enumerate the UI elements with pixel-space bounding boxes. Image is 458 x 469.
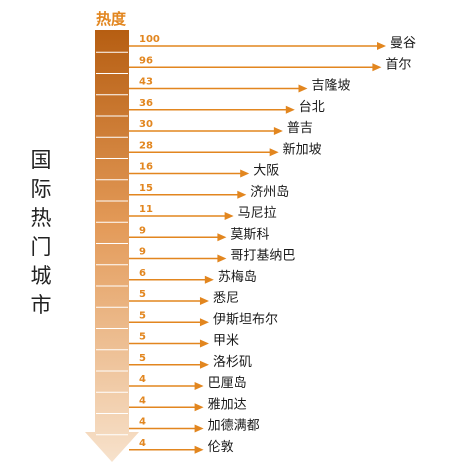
data-value-label: 30 <box>139 119 153 130</box>
data-value-label: 11 <box>139 204 153 215</box>
bar-arrowhead <box>377 42 386 50</box>
bar-arrowhead <box>199 339 209 348</box>
data-value-label: 36 <box>139 98 153 109</box>
category-label: 台北 <box>299 100 325 115</box>
bar-arrowhead <box>194 424 204 433</box>
side-title-char: 门 <box>30 235 52 259</box>
side-title-char: 市 <box>30 293 52 317</box>
category-label: 甲米 <box>213 334 239 349</box>
data-value-label: 96 <box>139 55 153 66</box>
heat-scale-arrow <box>85 30 139 462</box>
category-label: 曼谷 <box>390 36 416 51</box>
category-label: 普吉 <box>287 121 313 136</box>
data-value-label: 9 <box>139 247 146 258</box>
side-title-char: 城 <box>30 264 52 288</box>
category-label: 首尔 <box>385 57 411 72</box>
data-value-label: 43 <box>139 77 153 88</box>
bar-arrowhead <box>194 382 204 390</box>
data-value-label: 4 <box>139 395 146 406</box>
bar-arrowhead <box>240 169 250 178</box>
data-value-label: 100 <box>139 34 160 45</box>
bar-arrowhead <box>199 318 209 327</box>
data-value-label: 4 <box>139 417 146 428</box>
data-value-label: 4 <box>139 374 146 385</box>
data-value-label: 5 <box>139 289 146 300</box>
category-label: 洛杉矶 <box>213 355 252 370</box>
data-value-label: 5 <box>139 332 146 343</box>
bar-arrowhead <box>199 360 209 369</box>
side-title-char: 国 <box>30 148 52 172</box>
bar-arrowhead <box>285 105 295 114</box>
data-value-label: 6 <box>139 268 146 279</box>
chart-title: 热度 <box>96 10 127 28</box>
data-value-label: 5 <box>139 353 146 364</box>
bar-arrowhead <box>204 275 214 284</box>
category-label: 苏梅岛 <box>218 269 257 285</box>
category-label: 悉尼 <box>213 291 239 306</box>
category-label: 新加坡 <box>283 141 322 157</box>
category-label: 巴厘岛 <box>208 375 247 391</box>
bar-arrowhead <box>194 403 204 412</box>
category-label: 伦敦 <box>208 439 234 455</box>
side-title-char: 热 <box>30 206 52 230</box>
bar-arrowhead <box>273 127 283 135</box>
category-label: 马尼拉 <box>238 206 277 221</box>
data-value-label: 9 <box>139 225 146 236</box>
bar-arrowhead <box>199 297 209 305</box>
data-value-label: 4 <box>139 438 146 449</box>
category-label: 莫斯科 <box>230 227 269 242</box>
data-value-label: 16 <box>139 162 153 173</box>
category-label: 济州岛 <box>250 184 289 200</box>
bar-arrowhead <box>217 233 227 242</box>
bar-arrowhead <box>224 212 234 220</box>
data-value-label: 28 <box>139 140 153 151</box>
bar-arrowhead <box>194 445 204 454</box>
category-label: 吉隆坡 <box>312 79 351 94</box>
category-label: 加德满都 <box>208 419 260 434</box>
bar-arrowhead <box>298 84 308 93</box>
bar-arrowhead <box>372 63 382 72</box>
category-label: 哥打基纳巴 <box>230 249 295 264</box>
bar-arrowhead <box>237 190 247 199</box>
category-label: 伊斯坦布尔 <box>213 312 278 327</box>
category-label: 雅加达 <box>208 397 247 412</box>
bar-arrowhead <box>269 148 279 157</box>
data-value-label: 15 <box>139 183 153 194</box>
data-value-label: 5 <box>139 310 146 321</box>
category-label: 大阪 <box>253 164 279 179</box>
bar-arrowhead <box>217 254 227 263</box>
side-title: 国 际 热 门 城 市 <box>26 146 56 320</box>
side-title-char: 际 <box>30 177 52 201</box>
